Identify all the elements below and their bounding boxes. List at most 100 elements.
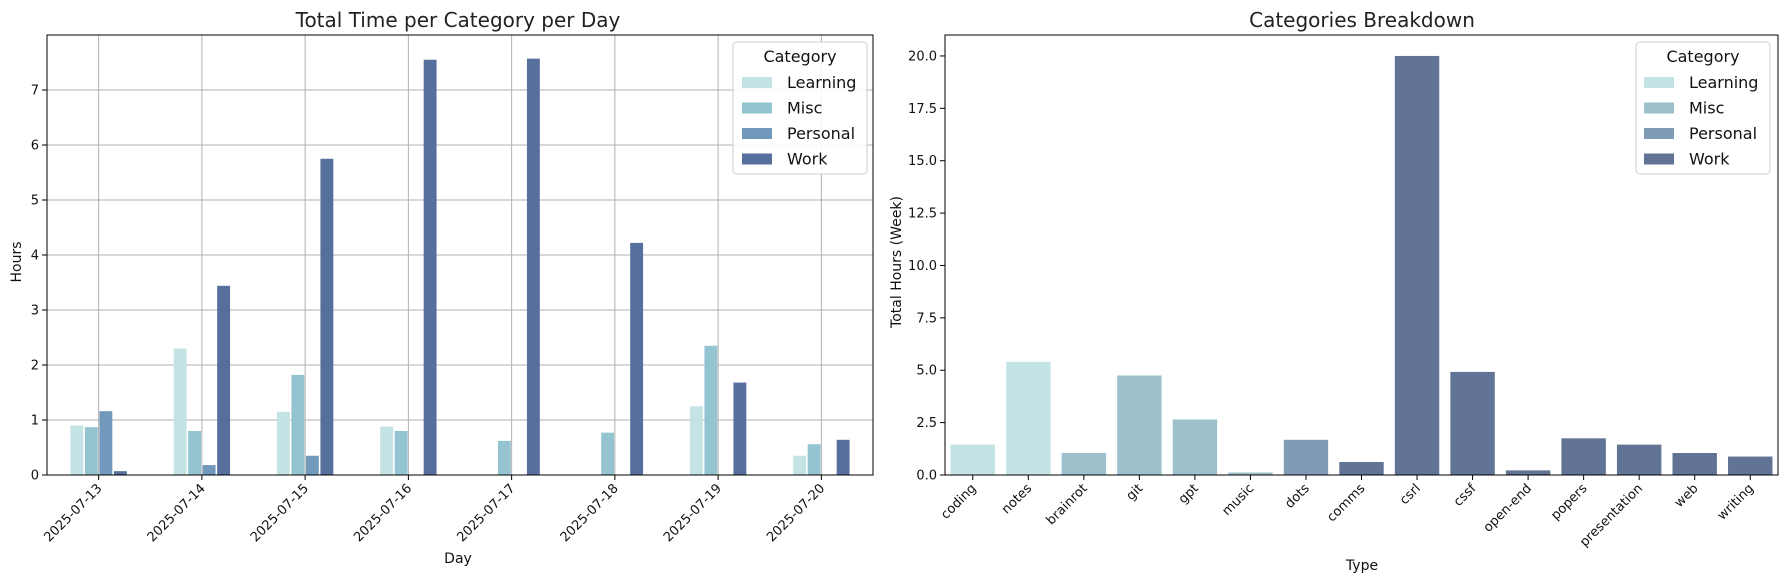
chart2-ytick-label: 12.5	[908, 207, 937, 222]
chart1-xtick-label: 2025-07-18	[558, 481, 622, 545]
chart1-xlabel: Day	[444, 551, 472, 567]
chart2-bar	[1616, 444, 1662, 475]
chart2-ytick-label: 20.0	[908, 49, 937, 64]
chart2-ytick-label: 0.0	[916, 469, 937, 484]
chart2-xtick-label: csrl	[1397, 481, 1424, 508]
chart1-bar	[173, 348, 187, 475]
chart1-bar	[291, 374, 305, 475]
chart2-bar	[1006, 361, 1051, 475]
chart2-legend-swatch	[1644, 153, 1674, 165]
chart2-xtick-label: dots	[1282, 481, 1313, 512]
chart1-ylabel: Hours	[9, 241, 25, 282]
chart1-legend-title: Category	[763, 47, 836, 66]
chart1-bar	[99, 411, 113, 475]
chart2-legend-label: Work	[1689, 150, 1730, 169]
chart2-legend-swatch	[1644, 128, 1674, 139]
chart2-bar	[1283, 439, 1329, 475]
chart1-xtick-label: 2025-07-13	[41, 481, 105, 545]
chart1-bar	[84, 427, 98, 475]
chart2-bar	[1450, 371, 1495, 475]
chart1-bar	[836, 439, 850, 475]
chart2-ylabel: Total Hours (Week)	[889, 196, 905, 329]
chart2-bar	[1339, 462, 1384, 475]
chart2-ytick-label: 7.5	[916, 311, 937, 326]
chart1-bar	[380, 426, 394, 475]
chart2-xtick-label: gpt	[1176, 481, 1202, 507]
chart1-xtick-label: 2025-07-14	[145, 481, 209, 545]
chart2-ytick-label: 15.0	[908, 154, 937, 169]
chart2-bar	[1672, 453, 1717, 475]
chart1-bar	[188, 431, 202, 475]
chart2-bar	[1228, 472, 1273, 475]
chart2-ytick-label: 5.0	[916, 364, 937, 379]
chart1-ytick-label: 2	[31, 359, 39, 374]
chart1-bar	[630, 242, 644, 475]
chart1-legend-label: Misc	[787, 99, 822, 118]
chart2-ytick-label: 17.5	[908, 102, 937, 117]
chart2-bar	[1728, 456, 1773, 475]
chart1-xtick-label: 2025-07-17	[454, 481, 518, 545]
chart-categories-breakdown: Categories Breakdown Type Total Hours (W…	[889, 8, 1779, 574]
chart1-ytick-label: 5	[31, 194, 39, 209]
chart2-bar	[1172, 419, 1218, 475]
chart1-legend-swatch	[742, 102, 772, 114]
chart1-ytick-label: 4	[31, 249, 39, 264]
chart2-bar	[1505, 470, 1551, 475]
chart1-bar	[807, 444, 821, 475]
chart1-ytick-label: 3	[31, 304, 39, 319]
chart1-legend-swatch	[742, 153, 772, 165]
chart2-bar	[1561, 438, 1606, 475]
chart2-xtick-label: writing	[1715, 481, 1757, 523]
chart1-bar	[601, 432, 615, 475]
chart2-xtick-label: popers	[1548, 481, 1590, 523]
chart1-ytick-label: 6	[31, 139, 39, 154]
chart1-bars	[70, 58, 850, 476]
chart2-bar	[1117, 375, 1162, 475]
chart1-xtick-label: 2025-07-15	[248, 481, 312, 545]
chart2-bar	[1061, 453, 1107, 475]
chart2-legend-label: Learning	[1689, 73, 1758, 92]
chart1-ytick-label: 7	[31, 84, 39, 99]
chart1-bar	[704, 345, 718, 475]
chart1-bar	[423, 59, 437, 475]
chart2-legend: Category Learning Misc Personal Work	[1635, 41, 1771, 175]
chart1-title: Total Time per Category per Day	[295, 8, 621, 32]
chart1-legend-label: Work	[787, 150, 828, 169]
chart1-bar	[733, 382, 747, 475]
chart1-bar	[320, 158, 334, 475]
chart2-legend-box	[1635, 41, 1771, 175]
chart2-xtick-label: comms	[1324, 481, 1368, 525]
chart2-xtick-label: music	[1219, 481, 1257, 519]
chart1-bar	[689, 406, 703, 475]
chart2-legend-label: Personal	[1689, 124, 1757, 143]
chart2-bars	[950, 55, 1773, 475]
chart2-ytick-label: 2.5	[916, 416, 937, 431]
chart2-xtick-label: web	[1672, 481, 1702, 511]
chart1-bar	[202, 465, 216, 475]
chart1-legend-label: Learning	[787, 73, 856, 92]
chart1-xtick-label: 2025-07-16	[351, 481, 415, 545]
chart2-xtick-label: open-end	[1481, 481, 1535, 535]
chart2-bar	[950, 444, 995, 475]
chart2-ytick-label: 10.0	[908, 259, 937, 274]
chart1-bar	[497, 440, 511, 475]
chart2-legend-title: Category	[1666, 47, 1739, 66]
chart1-bar	[113, 471, 127, 475]
chart1-ytick-label: 1	[31, 414, 39, 429]
chart2-xtick-label: coding	[938, 481, 979, 522]
chart1-bar	[394, 431, 408, 475]
chart-time-per-category-per-day: Total Time per Category per Day Day Hour…	[9, 8, 874, 567]
chart2-xlabel: Type	[1345, 558, 1378, 574]
chart1-legend: Category Learning Misc Personal Work	[732, 41, 868, 175]
chart1-xtick-label: 2025-07-19	[661, 481, 725, 545]
chart2-legend-label: Misc	[1689, 99, 1724, 118]
chart2-xtick-label: git	[1124, 481, 1147, 504]
chart1-bar	[70, 425, 84, 475]
chart2-legend-swatch	[1644, 102, 1674, 114]
chart2-bar	[1394, 55, 1440, 475]
chart2-legend-swatch	[1644, 77, 1674, 88]
chart1-legend-swatch	[742, 128, 772, 139]
chart2-xtick-label: brainrot	[1044, 481, 1091, 528]
chart1-legend-swatch	[742, 77, 772, 88]
